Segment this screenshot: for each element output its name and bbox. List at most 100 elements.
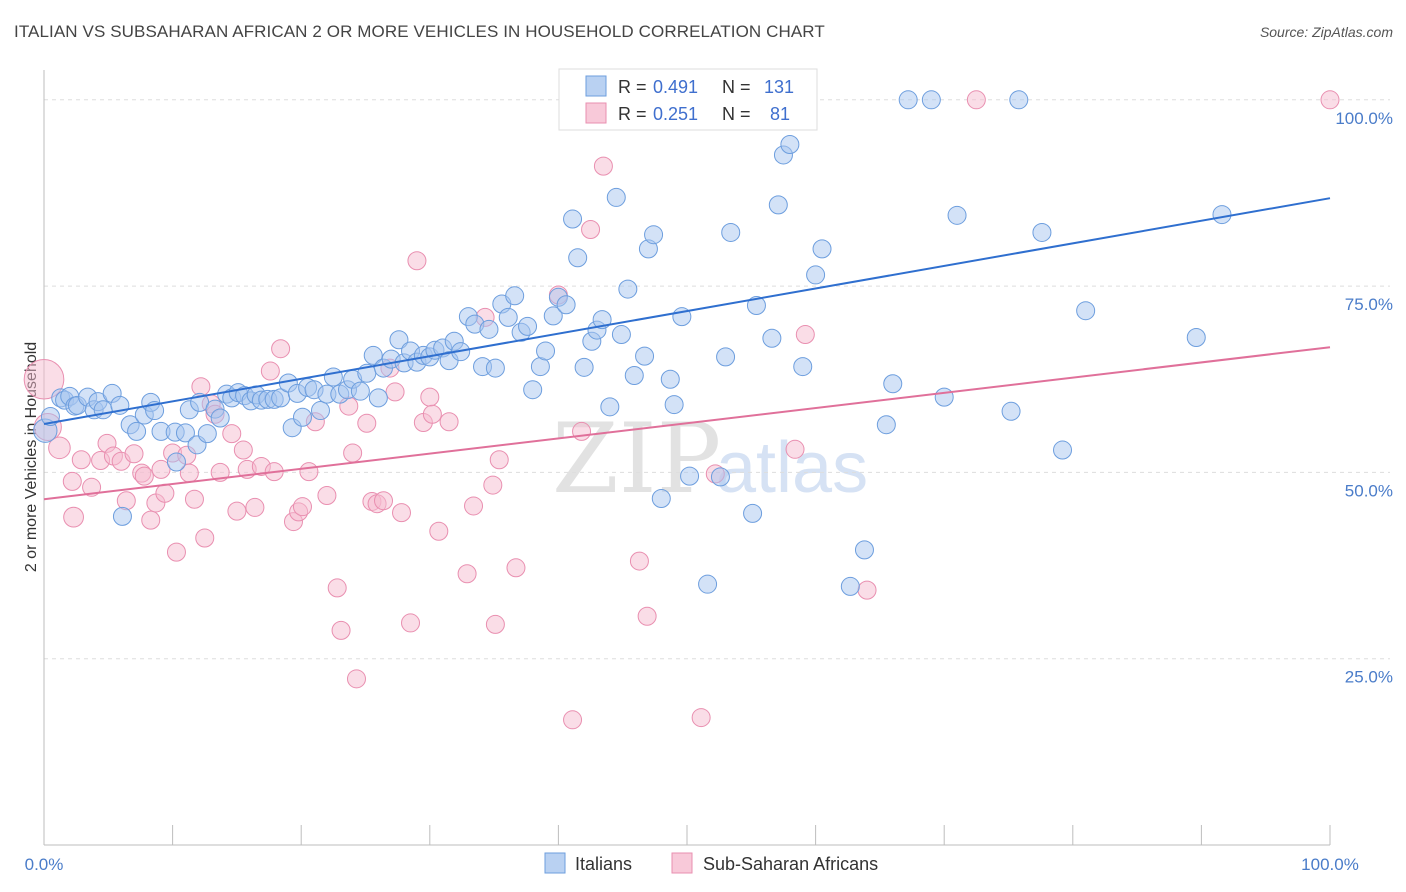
ssa-point (141, 510, 161, 530)
italians-point (606, 187, 626, 207)
ssa-point (785, 439, 805, 459)
source-label[interactable]: Source: ZipAtlas.com (1259, 24, 1393, 40)
italians-point (40, 407, 60, 427)
italians-point (363, 345, 383, 365)
ssa-point (195, 528, 215, 548)
bottom-legend-label-italians[interactable]: Italians (575, 854, 632, 874)
ssa-point (82, 477, 102, 497)
ssa-point (116, 491, 136, 511)
italians-point (197, 424, 217, 444)
ssa-point (407, 251, 427, 271)
ssa-point (572, 421, 592, 441)
italians-point (898, 90, 918, 110)
italians-point (660, 369, 680, 389)
italians-point (563, 209, 583, 229)
series-italians-points (33, 90, 1232, 596)
legend-n-value-italians: 131 (764, 77, 794, 97)
italians-point (854, 540, 874, 560)
ssa-point (629, 551, 649, 571)
series-ssa-points (23, 90, 1340, 730)
italians-point (556, 295, 576, 315)
ssa-point (346, 669, 366, 689)
bottom-legend-label-ssa[interactable]: Sub-Saharan Africans (703, 854, 878, 874)
italians-point (292, 407, 312, 427)
ssa-point (155, 483, 175, 503)
italians-point (780, 135, 800, 155)
ssa-point (691, 708, 711, 728)
y-tick-label: 100.0% (1335, 109, 1393, 128)
ssa-point (1320, 90, 1340, 110)
italians-point (635, 346, 655, 366)
italians-point (350, 381, 370, 401)
ssa-point (593, 156, 613, 176)
italians-point (127, 421, 147, 441)
italians-point (479, 319, 499, 339)
ssa-point (271, 339, 291, 359)
ssa-point (429, 521, 449, 541)
legend-n-label-italians: N = (722, 77, 751, 97)
ssa-point (857, 580, 877, 600)
italians-point (680, 466, 700, 486)
legend-r-value-italians: 0.491 (653, 77, 698, 97)
y-tick-label: 25.0% (1345, 668, 1393, 687)
italians-point (793, 357, 813, 377)
italians-point (698, 574, 718, 594)
ssa-point (485, 614, 505, 634)
ssa-point (124, 444, 144, 464)
legend-r-value-ssa: 0.251 (653, 104, 698, 124)
italians-point (743, 503, 763, 523)
italians-point (664, 395, 684, 415)
italians-point (523, 380, 543, 400)
italians-point (947, 205, 967, 225)
y-axis-tick-labels: 25.0% 50.0% 75.0% 100.0% (1335, 109, 1393, 687)
ssa-point (637, 606, 657, 626)
ssa-point (563, 710, 583, 730)
italians-point (485, 358, 505, 378)
italians-point (762, 328, 782, 348)
watermark-atlas: atlas (716, 428, 868, 508)
italians-point (1076, 301, 1096, 321)
italians-point (210, 408, 230, 428)
italians-point (166, 452, 186, 472)
italians-point (505, 286, 525, 306)
italians-point (611, 325, 631, 345)
ssa-point (23, 358, 65, 400)
ssa-point (966, 90, 986, 110)
ssa-point (63, 506, 84, 528)
italians-point (921, 90, 941, 110)
ssa-point (260, 361, 280, 381)
italians-point (768, 195, 788, 215)
ssa-point (245, 497, 265, 517)
italians-point (518, 316, 538, 336)
ssa-point (401, 613, 421, 633)
series-legend: Italians Sub-Saharan Africans (544, 852, 878, 874)
italians-point (1186, 328, 1206, 348)
ssa-point (184, 489, 204, 509)
italians-point (536, 341, 556, 361)
ssa-point (385, 382, 405, 402)
ssa-point (374, 491, 394, 511)
ssa-point (134, 466, 154, 486)
bottom-legend-swatch-italians[interactable] (544, 852, 566, 874)
italians-point (1009, 90, 1029, 110)
ssa-point (71, 450, 91, 470)
ssa-point (327, 578, 347, 598)
y-tick-label: 50.0% (1345, 481, 1393, 500)
legend-n-value-ssa: 81 (770, 104, 790, 124)
italians-point (498, 307, 518, 327)
x-tick-label-max: 100.0% (1301, 855, 1359, 874)
ssa-point (483, 475, 503, 495)
italians-trend-line (43, 197, 1331, 425)
ssa-point (48, 436, 71, 460)
ssa-point (392, 503, 412, 523)
italians-point (323, 367, 343, 387)
ssa-point (331, 620, 351, 640)
ssa-point (489, 450, 509, 470)
bottom-legend-swatch-ssa[interactable] (671, 852, 693, 874)
italians-point (1212, 205, 1232, 225)
ssa-point (464, 496, 484, 516)
italians-point (568, 248, 588, 268)
italians-point (1032, 222, 1052, 242)
ssa-point (581, 219, 601, 239)
italians-point (1053, 440, 1073, 460)
